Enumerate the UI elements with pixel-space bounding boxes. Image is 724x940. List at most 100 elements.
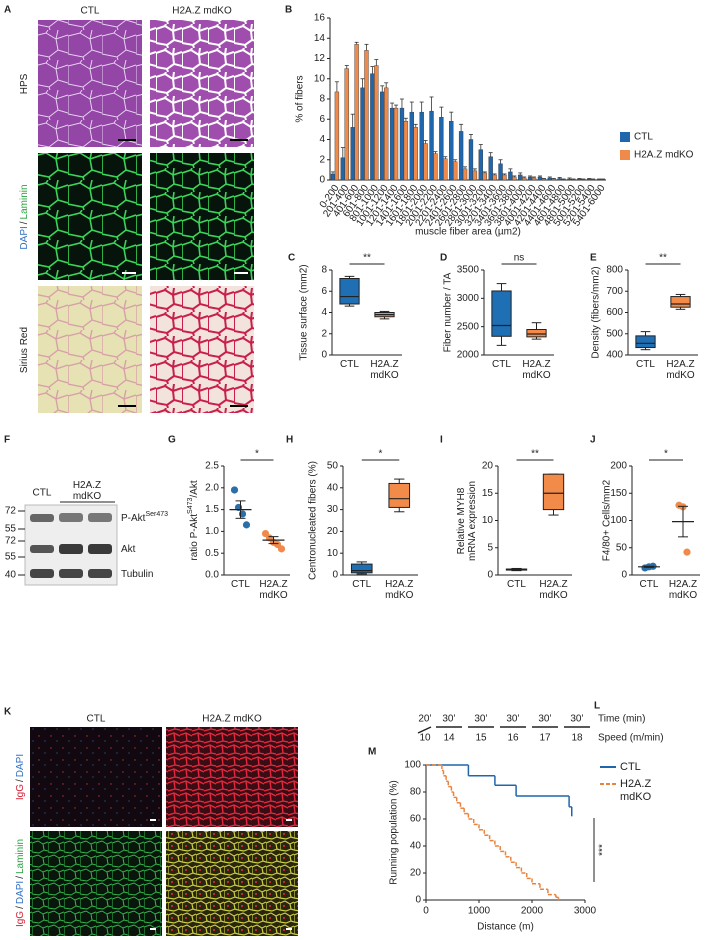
label-part: Sirius Red	[19, 327, 30, 373]
blot-row-label: P-AktSer473	[121, 511, 168, 524]
label-part: HPS	[19, 73, 30, 94]
y-tick-label: 80	[410, 787, 422, 798]
y-tick-label: 5	[487, 542, 493, 553]
row-label: DAPI / Laminin	[19, 184, 30, 249]
scale-bars	[118, 139, 248, 407]
y-tick-label: 2.5	[205, 461, 219, 472]
y-tick-label: 2000	[457, 350, 480, 361]
lane-label: CTL	[33, 488, 52, 499]
speed-label: 16	[507, 733, 519, 744]
x-tick-label: CTL	[492, 359, 511, 370]
marker-label: 40	[5, 570, 17, 581]
y-tick-label: 8	[319, 94, 325, 105]
bar	[518, 174, 523, 181]
significance-label: *	[379, 449, 383, 460]
label-part: DAPI	[19, 226, 30, 249]
y-tick-label: 2	[319, 154, 325, 165]
bar	[600, 179, 606, 181]
y-tick-label: 0.5	[205, 548, 219, 559]
bar	[439, 117, 444, 181]
time-label: 30’	[506, 714, 519, 725]
y-tick-label: 3000	[457, 293, 480, 304]
bar	[472, 170, 478, 181]
bar	[354, 44, 359, 181]
y-tick-label: 10	[314, 73, 326, 84]
speed-axis-label: Speed (m/min)	[598, 733, 664, 744]
y-tick-label: 0	[415, 895, 421, 906]
y-tick-label: 600	[606, 307, 623, 318]
x-tick-label: CTL	[231, 579, 250, 590]
y-tick-label: 2500	[457, 321, 480, 332]
bar	[571, 179, 576, 181]
y-tick-label: 400	[606, 350, 623, 361]
y-tick-label: 4	[321, 307, 327, 318]
lane-label: H2A.Z mdKO	[72, 480, 102, 502]
panel-letter: E	[590, 253, 597, 264]
speed-label: 15	[475, 733, 487, 744]
bar	[541, 178, 547, 181]
bar	[389, 107, 395, 181]
y-tick-label: 4	[319, 134, 325, 145]
bar	[508, 171, 513, 181]
panel-letter: J	[590, 435, 596, 446]
time-label: 20’	[418, 714, 431, 725]
bar	[334, 91, 340, 181]
label-part: IgG	[15, 784, 26, 800]
bar	[482, 172, 487, 181]
y-tick-label: 12	[314, 53, 326, 64]
laminin-image-k-ko	[166, 831, 298, 936]
x-tick-label: H2A.Z mdKO	[259, 579, 288, 601]
bar	[531, 177, 537, 181]
bar	[393, 107, 399, 181]
row-label: IgG / DAPI	[15, 754, 26, 800]
y-tick-label: 1.5	[205, 504, 219, 515]
y-tick-label: 10	[482, 515, 494, 526]
column-header: CTL	[87, 714, 106, 725]
bar	[561, 179, 566, 181]
x-tick-label: CTL	[636, 359, 655, 370]
y-tick-label: 8	[321, 265, 327, 276]
y-axis-label: % of fibers	[295, 75, 306, 122]
bar	[419, 111, 424, 181]
box	[670, 296, 691, 308]
label-part: /	[15, 876, 26, 879]
panel-letter: D	[440, 253, 447, 264]
bar	[380, 91, 385, 181]
x-tick-label: 3000	[574, 906, 597, 917]
x-tick-label: H2A.Z mdKO	[539, 579, 568, 601]
label-part: S473	[187, 497, 194, 513]
protein-name: Tubulin	[121, 569, 153, 580]
hps-image-ko	[150, 20, 254, 147]
label-part: /	[15, 779, 26, 782]
label-part: ratio P-Akt	[189, 514, 200, 561]
legend-label: H2A.Z mdKO	[634, 150, 694, 161]
y-tick-label: 100	[610, 515, 627, 526]
y-tick-label: 6	[321, 286, 327, 297]
box	[491, 290, 512, 337]
bar	[433, 153, 438, 181]
panel-letter: K	[4, 707, 12, 718]
label-part: Laminin	[19, 184, 30, 219]
bar	[498, 163, 503, 181]
x-tick-label: CTL	[507, 579, 526, 590]
significance-label: ***	[598, 844, 609, 856]
row-label: Sirius Red	[19, 327, 30, 373]
label-part: /Akt	[189, 480, 200, 497]
row-label: HPS	[19, 73, 30, 94]
y-tick-label: 14	[314, 33, 326, 44]
bar	[449, 121, 454, 181]
laminin-image-k-ctl	[30, 831, 162, 936]
y-axis-label: ratio P-AktS473/Akt	[187, 480, 200, 560]
column-header: H2A.Z mdKO	[202, 714, 262, 725]
y-tick-label: 3500	[457, 265, 480, 276]
panel-letter: F	[4, 435, 10, 446]
y-tick-label: 0	[487, 570, 493, 581]
y-tick-label: 1.0	[205, 526, 219, 537]
x-tick-label: H2A.Z mdKO	[666, 359, 695, 381]
label-part: Laminin	[15, 839, 26, 874]
y-tick-label: 800	[606, 265, 623, 276]
speed-label: 14	[443, 733, 455, 744]
y-tick-label: 40	[410, 841, 422, 852]
y-tick-label: 0	[321, 350, 327, 361]
protein-site: Ser473	[145, 511, 168, 518]
